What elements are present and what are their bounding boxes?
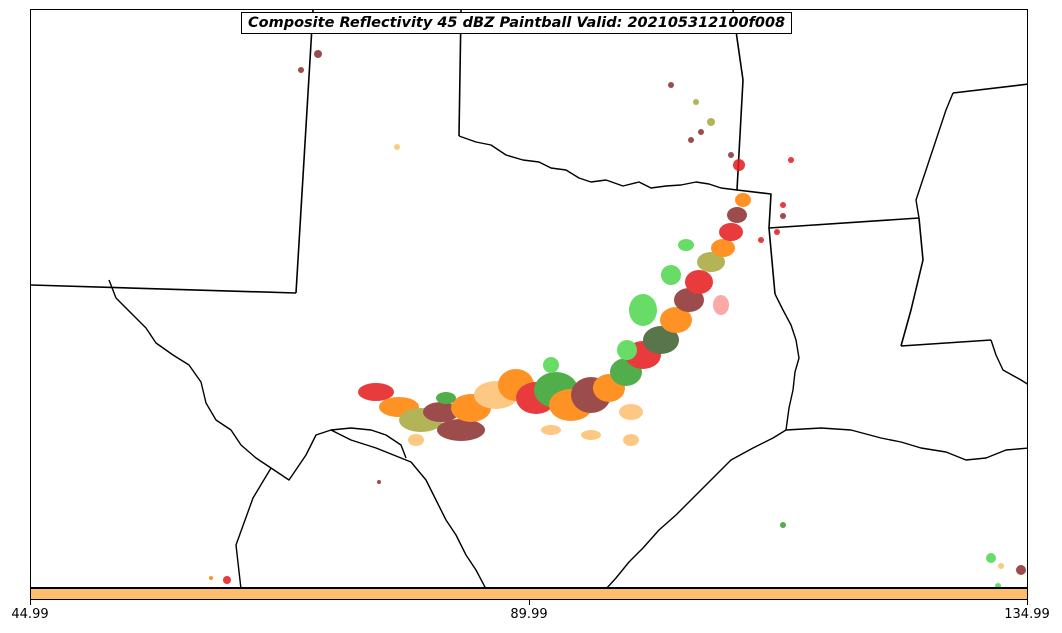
colorbar-tick-label: 89.99 — [510, 607, 548, 622]
red-river — [458, 135, 738, 191]
mississippi-delta — [990, 339, 1027, 385]
rio-grande — [235, 467, 272, 587]
texas-outline — [108, 279, 407, 481]
reflectivity-map — [31, 10, 1027, 587]
map-area — [30, 9, 1028, 588]
louisiana-east-line — [900, 217, 924, 347]
reflectivity-blobs — [209, 50, 1026, 587]
louisiana-coast — [785, 427, 1027, 461]
map-title: Composite Reflectivity 45 dBZ Paintball … — [241, 12, 793, 34]
missouri-line — [952, 83, 1027, 94]
arkansas-north — [768, 217, 920, 229]
colorbar — [30, 588, 1028, 600]
colorado-nm-border — [295, 10, 314, 294]
louisiana-north-line — [900, 339, 992, 347]
colorbar-tick-mark — [30, 600, 31, 605]
colorbar-tick-mark — [1027, 600, 1028, 605]
colorbar-tick-mark — [529, 600, 530, 605]
colorbar-tick-label: 44.99 — [11, 607, 49, 622]
mexico-border — [330, 429, 486, 587]
arkansas-border-west — [732, 10, 776, 295]
texas-coast — [606, 429, 787, 587]
texas-panhandle-north — [31, 284, 297, 294]
texas-east-border — [774, 293, 800, 431]
mississippi-river — [915, 92, 954, 219]
colorbar-tick-label: 134.99 — [1004, 607, 1050, 622]
